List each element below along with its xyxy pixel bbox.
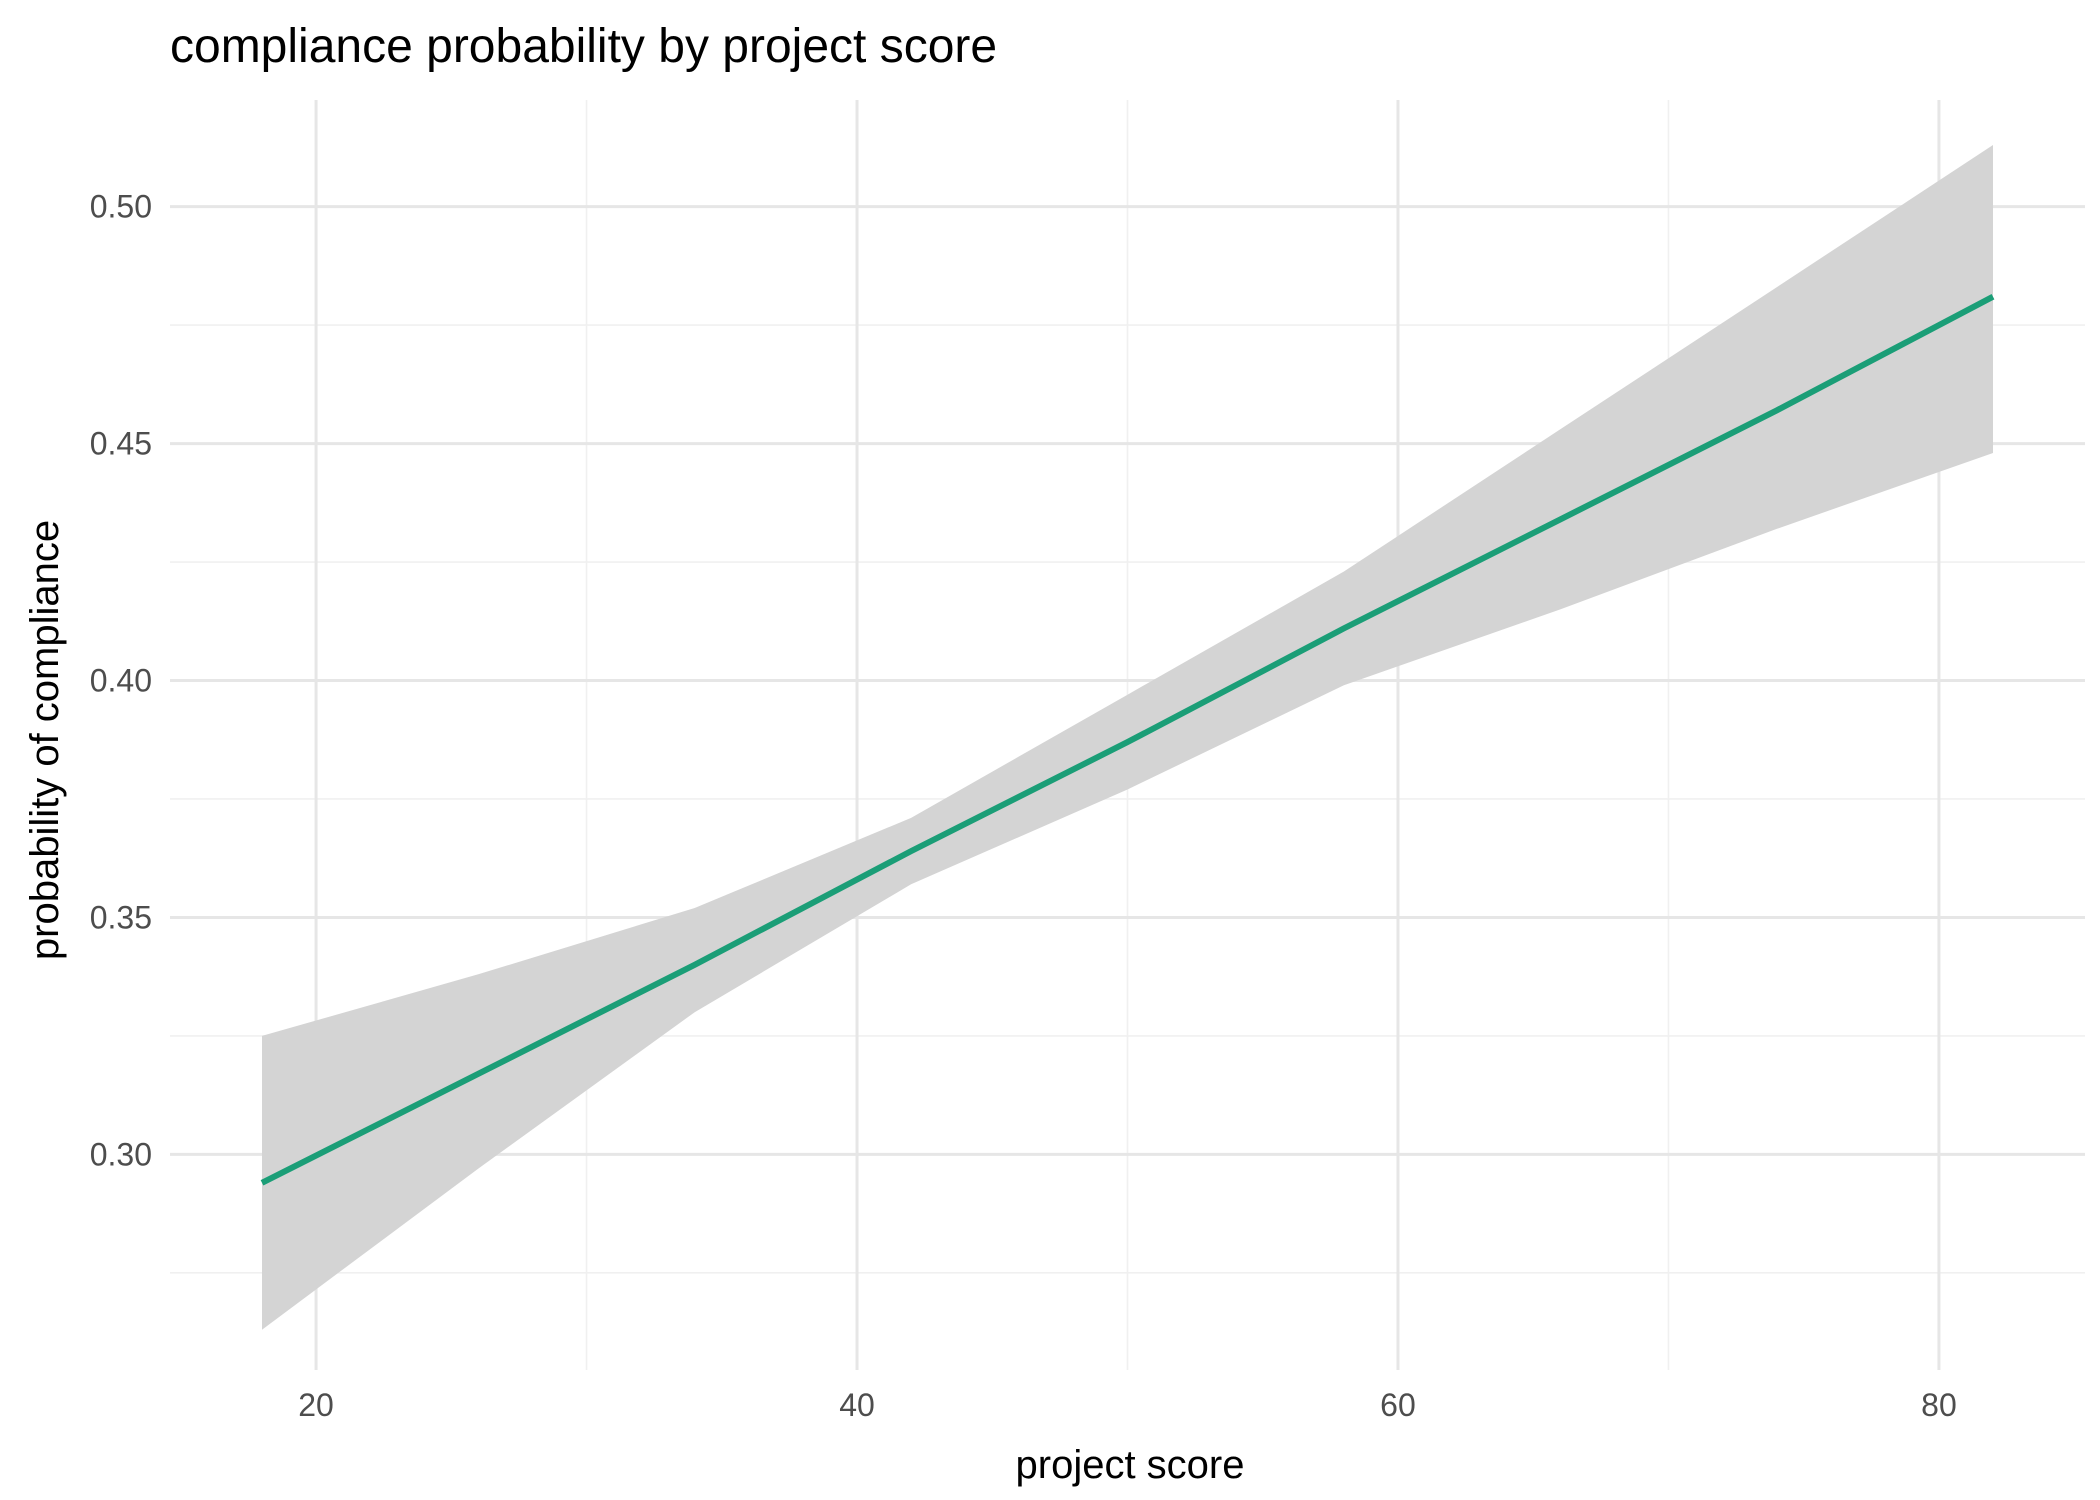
- confidence-ribbon-layer: [262, 145, 1993, 1330]
- y-axis-title: probability of compliance: [23, 520, 67, 960]
- confidence-band: [262, 145, 1993, 1330]
- x-axis-title: project score: [1016, 1443, 1245, 1487]
- x-tick-label: 60: [1380, 1387, 1416, 1423]
- y-tick-label: 0.40: [90, 663, 152, 699]
- x-tick-label: 40: [839, 1387, 875, 1423]
- trend-line: [260, 294, 1995, 1186]
- chart-title: compliance probability by project score: [170, 20, 997, 73]
- y-tick-label: 0.45: [90, 426, 152, 462]
- y-tick-label: 0.50: [90, 189, 152, 225]
- x-tick-label: 80: [1921, 1387, 1957, 1423]
- trend-line-layer: [260, 294, 1995, 1186]
- tick-labels: 0.30 0.35 0.40 0.45 0.50 20 40 60 80: [90, 189, 1957, 1423]
- y-tick-label: 0.35: [90, 899, 152, 935]
- x-tick-label: 20: [298, 1387, 334, 1423]
- y-tick-label: 0.30: [90, 1136, 152, 1172]
